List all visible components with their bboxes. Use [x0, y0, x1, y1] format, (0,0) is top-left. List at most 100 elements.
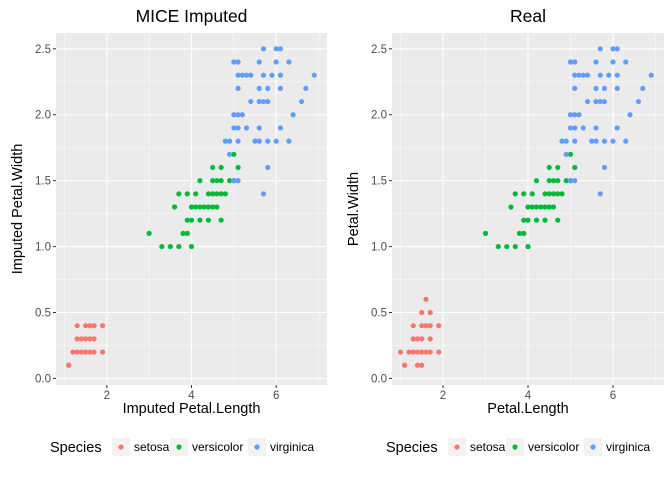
data-point-virginica [614, 72, 620, 78]
data-point-setosa [423, 323, 429, 329]
data-point-setosa [397, 349, 404, 355]
data-point-virginica [265, 164, 271, 171]
data-point-virginica [601, 98, 608, 105]
chart-panel-1: 2 4 6 0.0 0.5 1.0 1.5 2.0 2.5 MICE Imputed Imputed… [10, 6, 327, 456]
data-point-setosa [66, 362, 72, 368]
data-point-virginica [580, 72, 586, 78]
data-point-virginica [597, 46, 603, 52]
data-point-versicolor [521, 191, 527, 197]
data-point-virginica [593, 85, 599, 91]
data-point-setosa [410, 336, 416, 342]
data-point-virginica [623, 59, 629, 65]
data-point-versicolor [180, 230, 186, 236]
data-point-virginica [277, 125, 284, 131]
data-point-setosa [87, 323, 93, 329]
data-point-versicolor [193, 191, 199, 197]
data-point-virginica [563, 138, 569, 144]
data-point-versicolor [210, 191, 216, 197]
data-point-virginica [239, 112, 245, 118]
series-virginica [222, 46, 317, 197]
y-tick-label: 0.0 [35, 373, 51, 385]
data-point-versicolor [214, 204, 220, 210]
data-point-setosa [99, 349, 106, 355]
data-point-virginica [572, 85, 578, 91]
data-point-virginica [601, 85, 608, 91]
legend-entry-virginica: virginica [248, 438, 314, 456]
data-point-virginica [256, 125, 262, 131]
data-point-setosa [78, 349, 85, 355]
data-point-virginica [606, 72, 612, 78]
data-point-virginica [584, 72, 591, 78]
x-tick-label: 2 [440, 390, 446, 402]
y-axis-title: Petal.Width [346, 172, 362, 246]
x-tick-label: 6 [273, 390, 279, 402]
data-point-setosa [427, 349, 433, 355]
chart-title: Real [510, 6, 546, 26]
data-point-virginica [260, 46, 267, 52]
data-point-setosa [419, 336, 425, 342]
data-point-virginica [623, 138, 629, 144]
chart-title: MICE Imputed [136, 6, 248, 26]
legend-label: setosa [470, 440, 506, 454]
data-point-versicolor [572, 164, 578, 171]
data-point-virginica [235, 85, 241, 91]
data-point-virginica [277, 72, 284, 78]
data-point-virginica [243, 72, 250, 78]
data-point-versicolor [171, 204, 178, 210]
y-tick-label: 0.5 [35, 307, 51, 319]
data-point-versicolor [559, 191, 565, 197]
data-point-virginica [567, 59, 574, 65]
data-point-virginica [610, 138, 616, 144]
data-point-versicolor [550, 204, 557, 210]
data-point-virginica [593, 98, 599, 105]
series-setosa [66, 323, 106, 368]
data-point-setosa [419, 323, 425, 329]
data-point-versicolor [525, 204, 531, 210]
legend-marker-setosa [454, 444, 460, 450]
data-point-setosa [78, 336, 85, 342]
data-point-setosa [91, 323, 97, 329]
data-point-setosa [99, 323, 106, 329]
data-point-virginica [256, 138, 262, 144]
series-versicolor [482, 151, 578, 250]
x-tick-label: 4 [188, 390, 195, 402]
data-point-virginica [256, 98, 262, 105]
data-point-virginica [627, 112, 633, 118]
data-point-versicolor [533, 204, 540, 210]
data-point-versicolor [146, 230, 152, 236]
legend-title: Species [386, 440, 438, 456]
data-point-versicolor [218, 178, 224, 184]
data-point-versicolor [521, 230, 527, 236]
data-point-versicolor [231, 151, 237, 157]
data-point-virginica [593, 59, 599, 65]
data-point-setosa [74, 323, 80, 329]
data-point-virginica [601, 138, 608, 144]
data-point-setosa [414, 362, 421, 368]
data-point-virginica [572, 178, 578, 184]
data-point-setosa [87, 336, 93, 342]
data-point-virginica [231, 178, 237, 184]
data-point-virginica [248, 72, 254, 78]
data-point-virginica [286, 138, 292, 144]
data-point-virginica [235, 59, 241, 65]
data-point-virginica [265, 98, 271, 105]
data-point-versicolor [542, 204, 548, 210]
data-point-versicolor [538, 204, 544, 210]
data-point-versicolor [210, 178, 216, 184]
data-point-virginica [277, 46, 284, 52]
data-point-setosa [87, 349, 93, 355]
data-point-virginica [290, 112, 296, 118]
data-point-versicolor [542, 217, 548, 223]
data-point-virginica [231, 59, 237, 65]
legend-label: versicolor [192, 440, 243, 454]
data-point-virginica [635, 98, 642, 105]
legend-entry-versicolor: versicolor [170, 438, 243, 456]
data-point-virginica [648, 72, 654, 78]
data-point-versicolor [188, 217, 195, 223]
y-tick-label: 1.5 [371, 176, 387, 188]
y-tick-label: 2.5 [35, 44, 51, 56]
data-point-versicolor [555, 191, 561, 197]
data-point-versicolor [525, 217, 531, 223]
data-point-virginica [239, 72, 245, 78]
data-point-virginica [572, 125, 578, 131]
